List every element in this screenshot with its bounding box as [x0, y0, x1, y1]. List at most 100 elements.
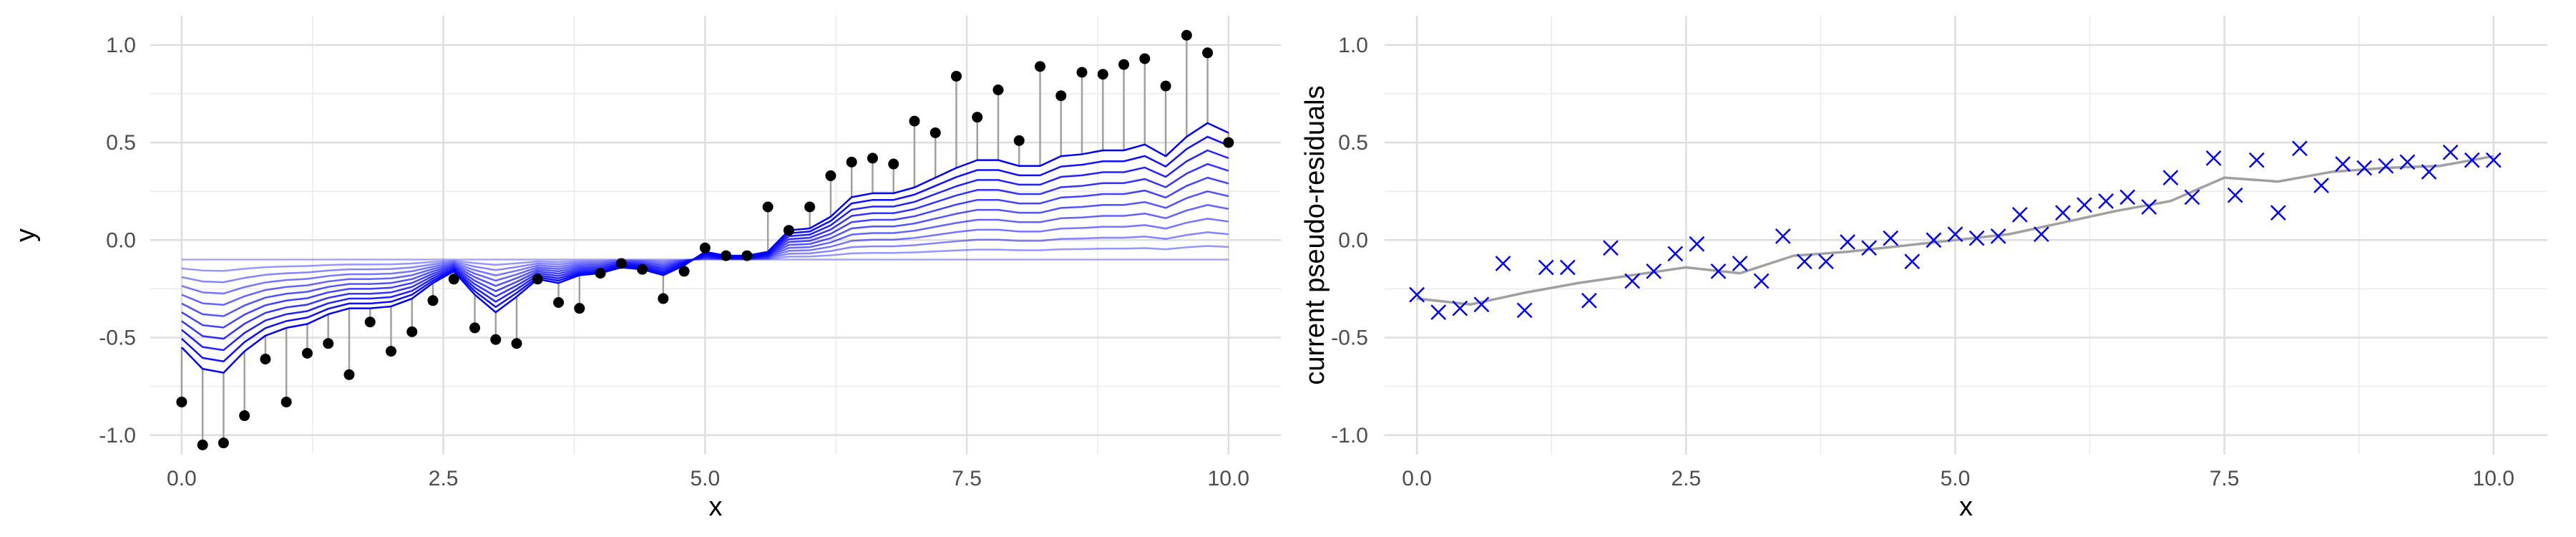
data-point: [741, 250, 753, 261]
residual-marker: [1710, 263, 1727, 279]
data-point: [888, 158, 899, 170]
residual-marker: [2464, 152, 2480, 168]
data-point: [721, 250, 732, 261]
residual-marker: [2292, 140, 2308, 157]
smooth-line: [1416, 155, 2494, 306]
marker-stroke: [2119, 189, 2136, 205]
residual-marker: [1753, 273, 1770, 289]
marker-stroke: [1926, 232, 1942, 248]
data-point: [1013, 135, 1025, 146]
marker-stroke: [2162, 170, 2179, 186]
x-tick-label: 10.0: [1208, 467, 1249, 490]
residual-marker: [2033, 226, 2049, 243]
marker-stroke: [2141, 199, 2157, 215]
data-point: [678, 266, 690, 277]
marker-stroke: [2033, 226, 2049, 243]
residual-marker: [1409, 286, 1425, 303]
data-point: [218, 437, 229, 449]
marker-stroke: [2464, 152, 2480, 168]
residual-marker: [2011, 207, 2028, 223]
marker-stroke: [1732, 256, 1748, 271]
y-tick-label: 1.0: [106, 34, 136, 57]
panel-1: 0.0 2.5 5.0 7.5 10.0 -1.0 -0.5 0.0 0.5 1.0 x y: [11, 16, 1281, 522]
residual-marker: [1646, 263, 1662, 279]
marker-stroke: [2335, 156, 2351, 172]
y-tick-label: 1.0: [1338, 34, 1368, 57]
residual-marker: [1775, 228, 1791, 244]
marker-stroke: [1861, 240, 1877, 256]
residual-marker: [2184, 189, 2200, 205]
data-point: [1160, 80, 1171, 92]
y-tick-label: -0.5: [99, 326, 136, 350]
marker-stroke: [1968, 230, 1985, 246]
residual-marker: [2055, 205, 2071, 221]
x-axis-title: x: [1959, 492, 1973, 522]
marker-stroke: [2356, 160, 2373, 176]
residual-marker: [1603, 240, 1619, 256]
marker-stroke: [2378, 158, 2394, 174]
data-point: [532, 274, 543, 285]
data-point: [950, 70, 962, 82]
residual-marker: [1667, 246, 1684, 262]
residual-marker: [1861, 240, 1877, 256]
data-point: [1055, 90, 1067, 102]
residual-marker: [2162, 170, 2179, 186]
residual-marker: [2313, 178, 2329, 193]
x-tick-label: 10.0: [2473, 467, 2514, 490]
data-point: [1223, 137, 1234, 148]
marker-stroke: [2227, 187, 2243, 203]
data-point: [1139, 53, 1151, 64]
marker-stroke: [1883, 230, 1899, 246]
marker-stroke: [1495, 256, 1511, 271]
residual-marker: [1732, 256, 1748, 271]
marker-stroke: [1516, 302, 1533, 319]
x-tick-label: 5.0: [691, 467, 721, 490]
marker-stroke: [1710, 263, 1727, 279]
marker-stroke: [1990, 228, 2006, 244]
marker-stroke: [2292, 140, 2308, 157]
data-point: [197, 439, 208, 450]
marker-stroke: [2184, 189, 2200, 205]
data-point: [783, 225, 794, 236]
x-tick-label: 0.0: [167, 467, 197, 490]
data-point: [280, 396, 292, 407]
marker-stroke: [1753, 273, 1770, 289]
data-point: [553, 296, 565, 308]
marker-stroke: [1581, 292, 1597, 309]
x-tick-label: 0.0: [1402, 467, 1432, 490]
marker-stroke: [1818, 253, 1834, 270]
marker-stroke: [1667, 246, 1684, 262]
residual-marker: [1559, 259, 1576, 276]
residual-marker: [2077, 197, 2092, 213]
data-point: [637, 263, 648, 275]
marker-stroke: [2313, 178, 2329, 193]
marker-stroke: [1538, 259, 1554, 276]
residual-marker: [1796, 253, 1813, 270]
marker-stroke: [1430, 304, 1447, 320]
y-axis-title: current pseudo-residuals: [1300, 85, 1330, 384]
residual-marker: [2485, 152, 2502, 168]
marker-stroke: [2399, 154, 2416, 170]
data-point: [846, 156, 857, 168]
residual-marker: [2378, 158, 2394, 174]
marker-stroke: [1904, 253, 1921, 270]
residual-marker: [2270, 205, 2286, 221]
data-point: [1097, 69, 1108, 80]
residual-marker: [2205, 150, 2222, 166]
data-point: [762, 201, 774, 213]
data-point: [427, 295, 439, 306]
residual-marker: [1818, 253, 1834, 270]
data-point: [909, 115, 920, 127]
marker-stroke: [2421, 164, 2437, 180]
x-tick-label: 5.0: [1941, 467, 1971, 490]
data-point: [930, 127, 941, 138]
residual-marker: [1689, 236, 1705, 252]
data-point: [301, 347, 313, 359]
data-point: [825, 170, 836, 181]
data-point: [1118, 59, 1130, 70]
y-tick-label: -1.0: [99, 424, 136, 448]
marker-stroke: [2205, 150, 2222, 166]
marker-stroke: [2248, 152, 2265, 168]
